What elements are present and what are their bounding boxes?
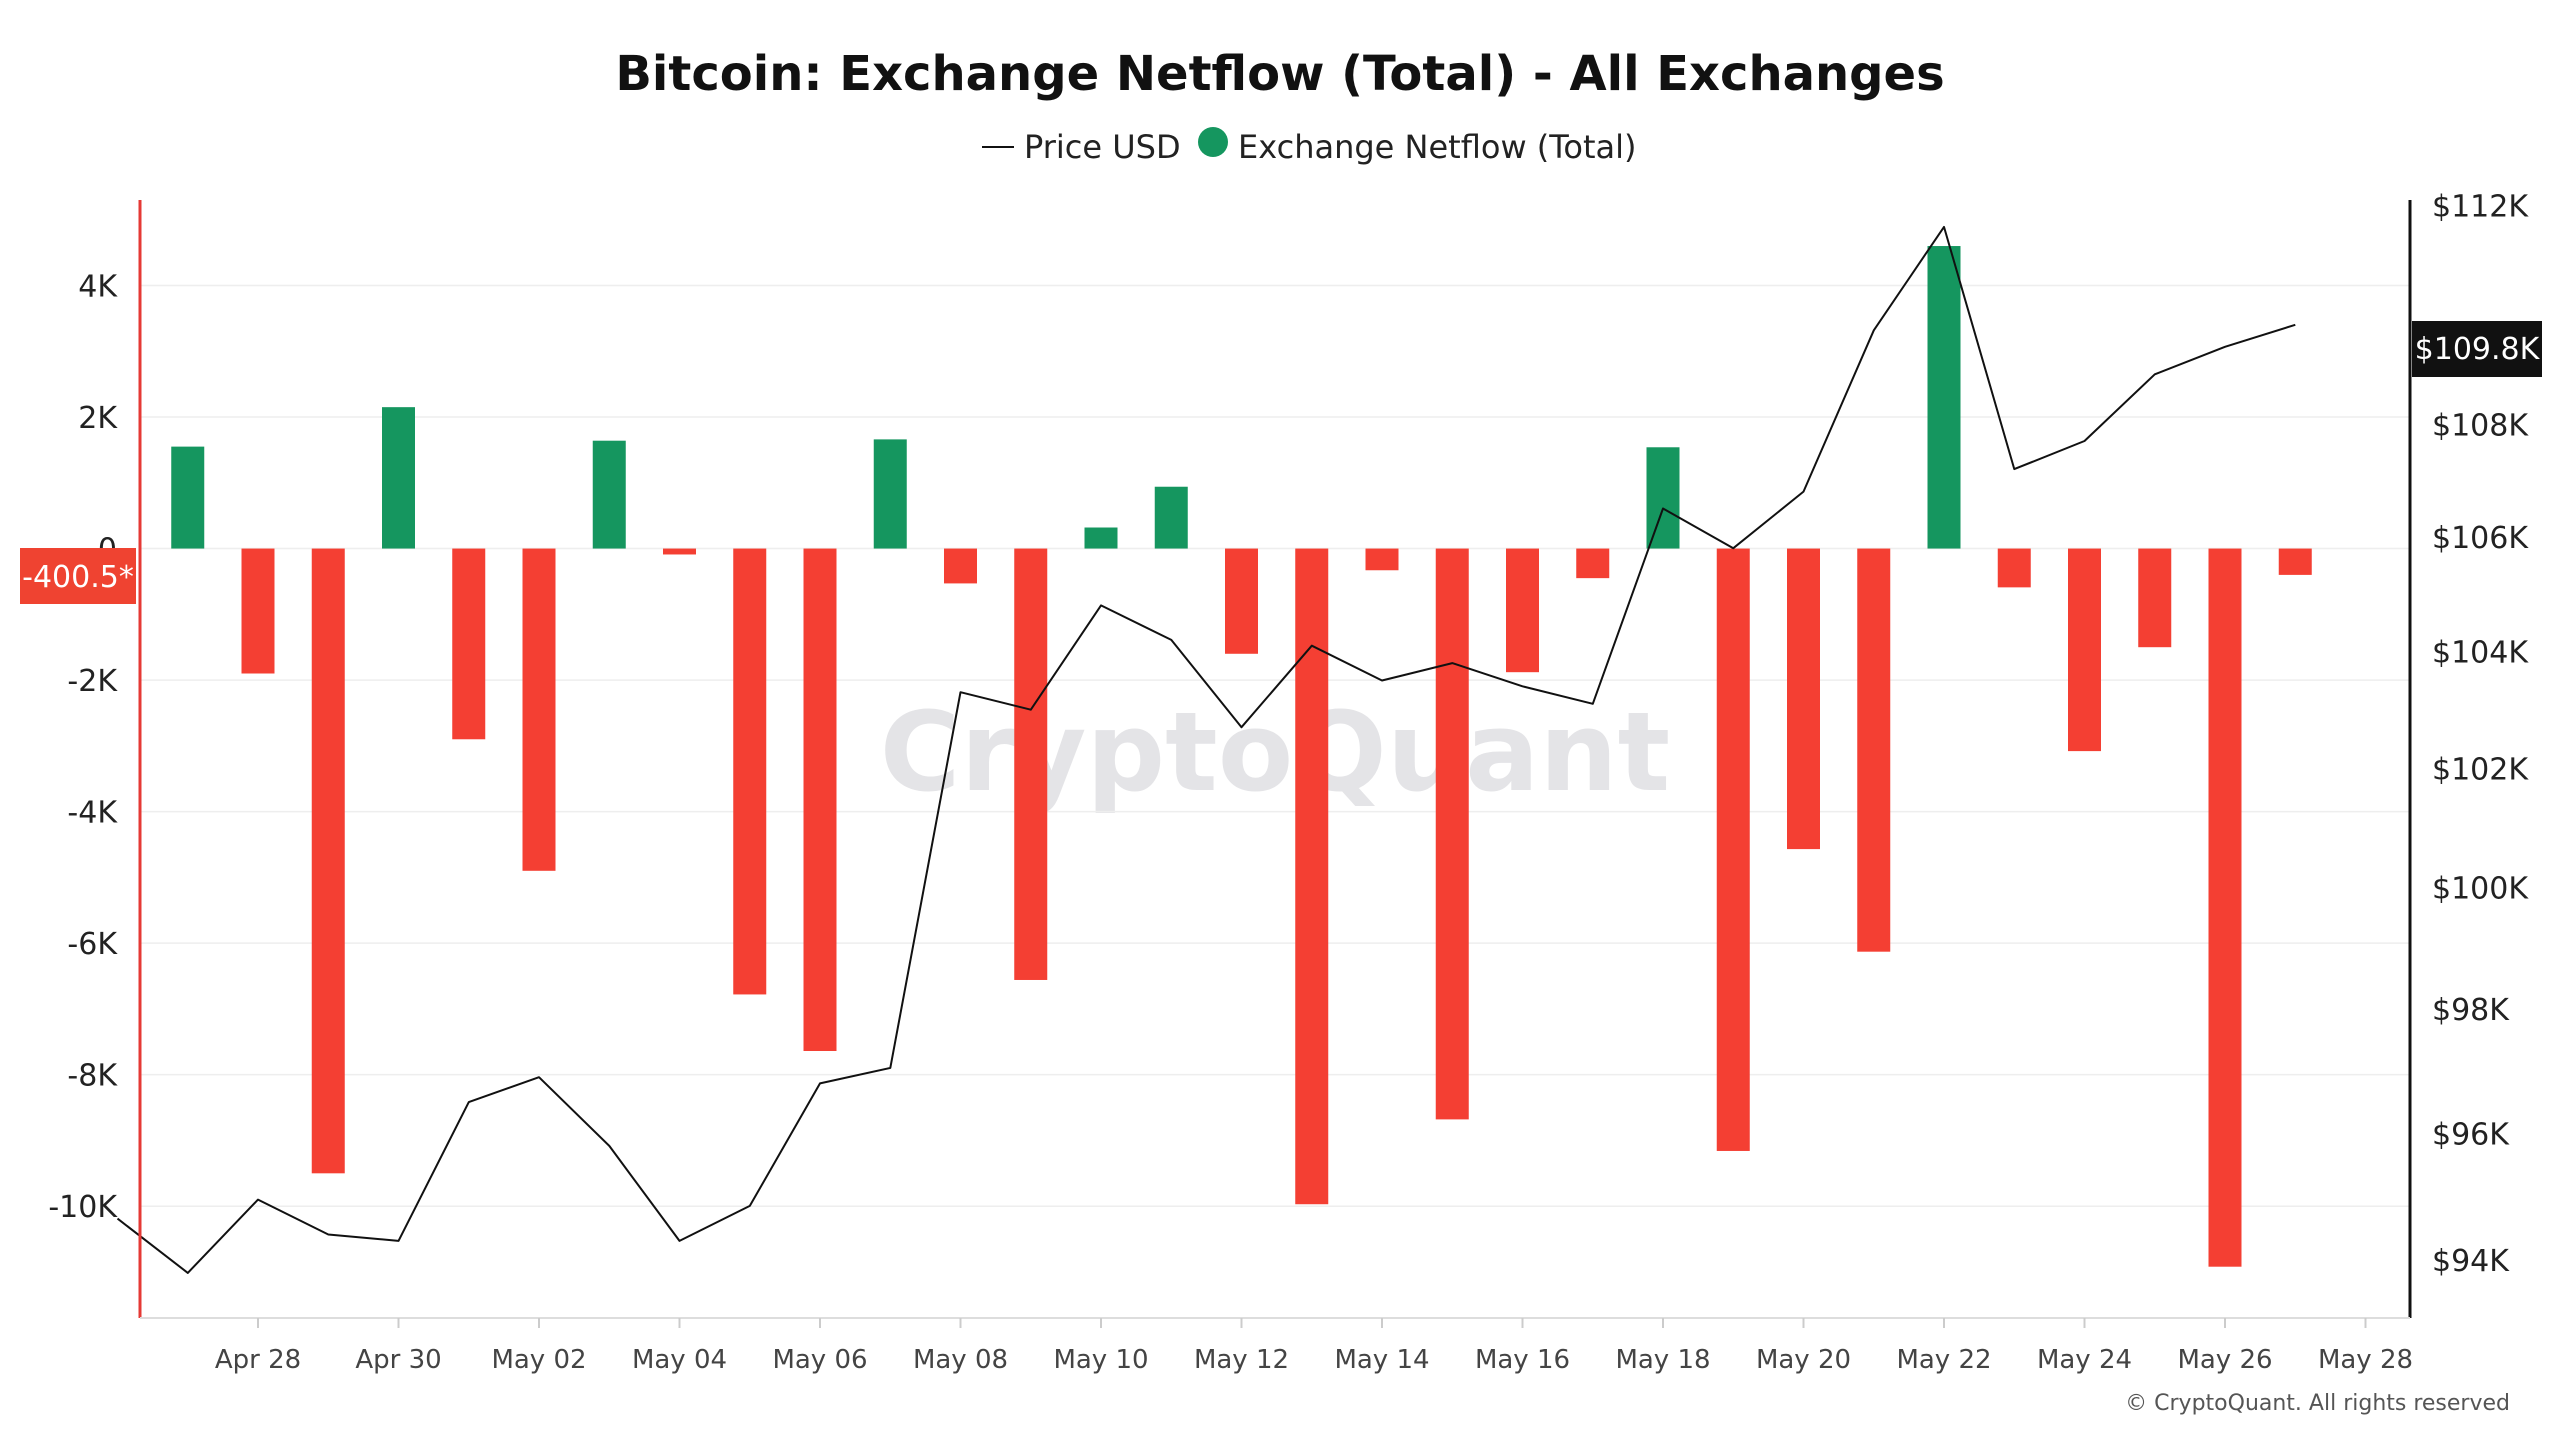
netflow-bar[interactable] — [1787, 548, 1820, 850]
netflow-bar[interactable] — [2068, 548, 2101, 752]
legend-netflow-label[interactable]: Exchange Netflow (Total) — [1238, 128, 1636, 166]
netflow-bar[interactable] — [1857, 548, 1891, 952]
x-tick-label: May 26 — [2177, 1345, 2272, 1375]
watermark-logo: CryptoQuant — [880, 688, 1671, 816]
netflow-bar[interactable] — [1927, 246, 1961, 549]
right-tick-label: $98K — [2432, 993, 2510, 1028]
netflow-bar[interactable] — [2278, 548, 2312, 575]
x-tick-label: May 18 — [1615, 1345, 1710, 1375]
netflow-bar[interactable] — [2208, 548, 2242, 1267]
x-tick-label: May 22 — [1896, 1345, 1991, 1375]
netflow-legend-dot — [1198, 127, 1228, 157]
netflow-bar[interactable] — [1506, 548, 1539, 673]
x-tick-label: May 12 — [1194, 1345, 1289, 1375]
netflow-bar[interactable] — [522, 548, 556, 871]
right-tick-label: $112K — [2432, 189, 2529, 224]
price-line-group — [116, 225, 2296, 1274]
legend: Price USD Exchange Netflow (Total) — [982, 127, 1636, 166]
x-tick-label: May 14 — [1334, 1345, 1429, 1375]
x-tick-label: May 02 — [491, 1345, 586, 1375]
netflow-bar[interactable] — [241, 548, 275, 674]
price-line[interactable] — [116, 225, 2296, 1274]
netflow-bar[interactable] — [1576, 548, 1610, 579]
netflow-bar[interactable] — [1646, 447, 1680, 549]
netflow-bar[interactable] — [873, 439, 907, 549]
x-tick-label: Apr 28 — [215, 1345, 301, 1375]
netflow-bar[interactable] — [311, 548, 345, 1174]
x-tick-label: May 08 — [913, 1345, 1008, 1375]
axes — [138, 200, 2412, 1319]
right-value-badge: $109.8K — [2412, 321, 2542, 377]
netflow-bar[interactable] — [944, 548, 977, 584]
netflow-bar[interactable] — [803, 548, 837, 1051]
left-tick-label: -10K — [48, 1190, 118, 1225]
left-badge-bg — [20, 548, 136, 604]
x-tick-label: May 04 — [632, 1345, 727, 1375]
copyright-text: © CryptoQuant. All rights reserved — [2125, 1391, 2510, 1416]
left-tick-label: -2K — [67, 664, 118, 699]
netflow-bar[interactable] — [733, 548, 767, 995]
netflow-bar[interactable] — [1154, 486, 1188, 549]
netflow-bar[interactable] — [452, 548, 486, 740]
netflow-bar[interactable] — [1716, 548, 1750, 1151]
left-badge-text: -400.5* — [22, 560, 134, 595]
x-tick-label: May 20 — [1756, 1345, 1851, 1375]
netflow-bar[interactable] — [171, 446, 205, 549]
netflow-bar[interactable] — [1014, 548, 1048, 980]
x-tick-label: May 24 — [2037, 1345, 2132, 1375]
netflow-bar[interactable] — [1225, 548, 1258, 654]
chart-title: Bitcoin: Exchange Netflow (Total) - All … — [615, 46, 1944, 102]
x-tick-label: May 06 — [772, 1345, 867, 1375]
right-tick-label: $96K — [2432, 1117, 2510, 1152]
right-badge-text: $109.8K — [2415, 332, 2541, 367]
right-tick-label: $108K — [2432, 408, 2529, 443]
netflow-bar[interactable] — [1997, 548, 2031, 588]
left-tick-label: -8K — [67, 1059, 118, 1094]
right-tick-label: $104K — [2432, 635, 2529, 670]
x-tick-label: May 16 — [1475, 1345, 1570, 1375]
right-tick-label: $106K — [2432, 521, 2529, 556]
left-tick-label: -6K — [67, 927, 118, 962]
netflow-bar[interactable] — [592, 440, 626, 549]
x-axis-ticks: Apr 28 Apr 30 May 02 May 04 May 06 May 08 May … — [215, 1318, 2413, 1375]
right-badge-bg — [2412, 321, 2542, 377]
legend-price-label[interactable]: Price USD — [1024, 128, 1181, 166]
netflow-bar[interactable] — [663, 548, 696, 555]
left-tick-label: -4K — [67, 796, 118, 831]
netflow-bar[interactable] — [382, 407, 415, 549]
netflow-bar[interactable] — [1435, 548, 1469, 1120]
left-axis-ticks: 4K2K0-2K-4K-6K-8K-10K — [48, 269, 118, 1225]
netflow-bars — [171, 246, 2312, 1267]
right-tick-label: $94K — [2432, 1244, 2510, 1279]
right-tick-label: $102K — [2432, 752, 2529, 787]
left-tick-label: 4K — [78, 269, 118, 304]
x-tick-label: Apr 30 — [355, 1345, 441, 1375]
netflow-bar[interactable] — [2138, 548, 2172, 648]
left-tick-label: 2K — [78, 401, 118, 436]
right-axis-ticks: $112K $108K $106K $104K $102K $100K $98K $96K $9… — [2432, 189, 2529, 1279]
x-tick-label: May 28 — [2318, 1345, 2413, 1375]
netflow-bar[interactable] — [1365, 548, 1399, 571]
left-value-badge: -400.5* — [20, 548, 136, 604]
x-tick-label: May 10 — [1053, 1345, 1148, 1375]
netflow-bar[interactable] — [1084, 527, 1118, 549]
right-tick-label: $100K — [2432, 872, 2529, 907]
grid-lines — [140, 284, 2410, 1207]
